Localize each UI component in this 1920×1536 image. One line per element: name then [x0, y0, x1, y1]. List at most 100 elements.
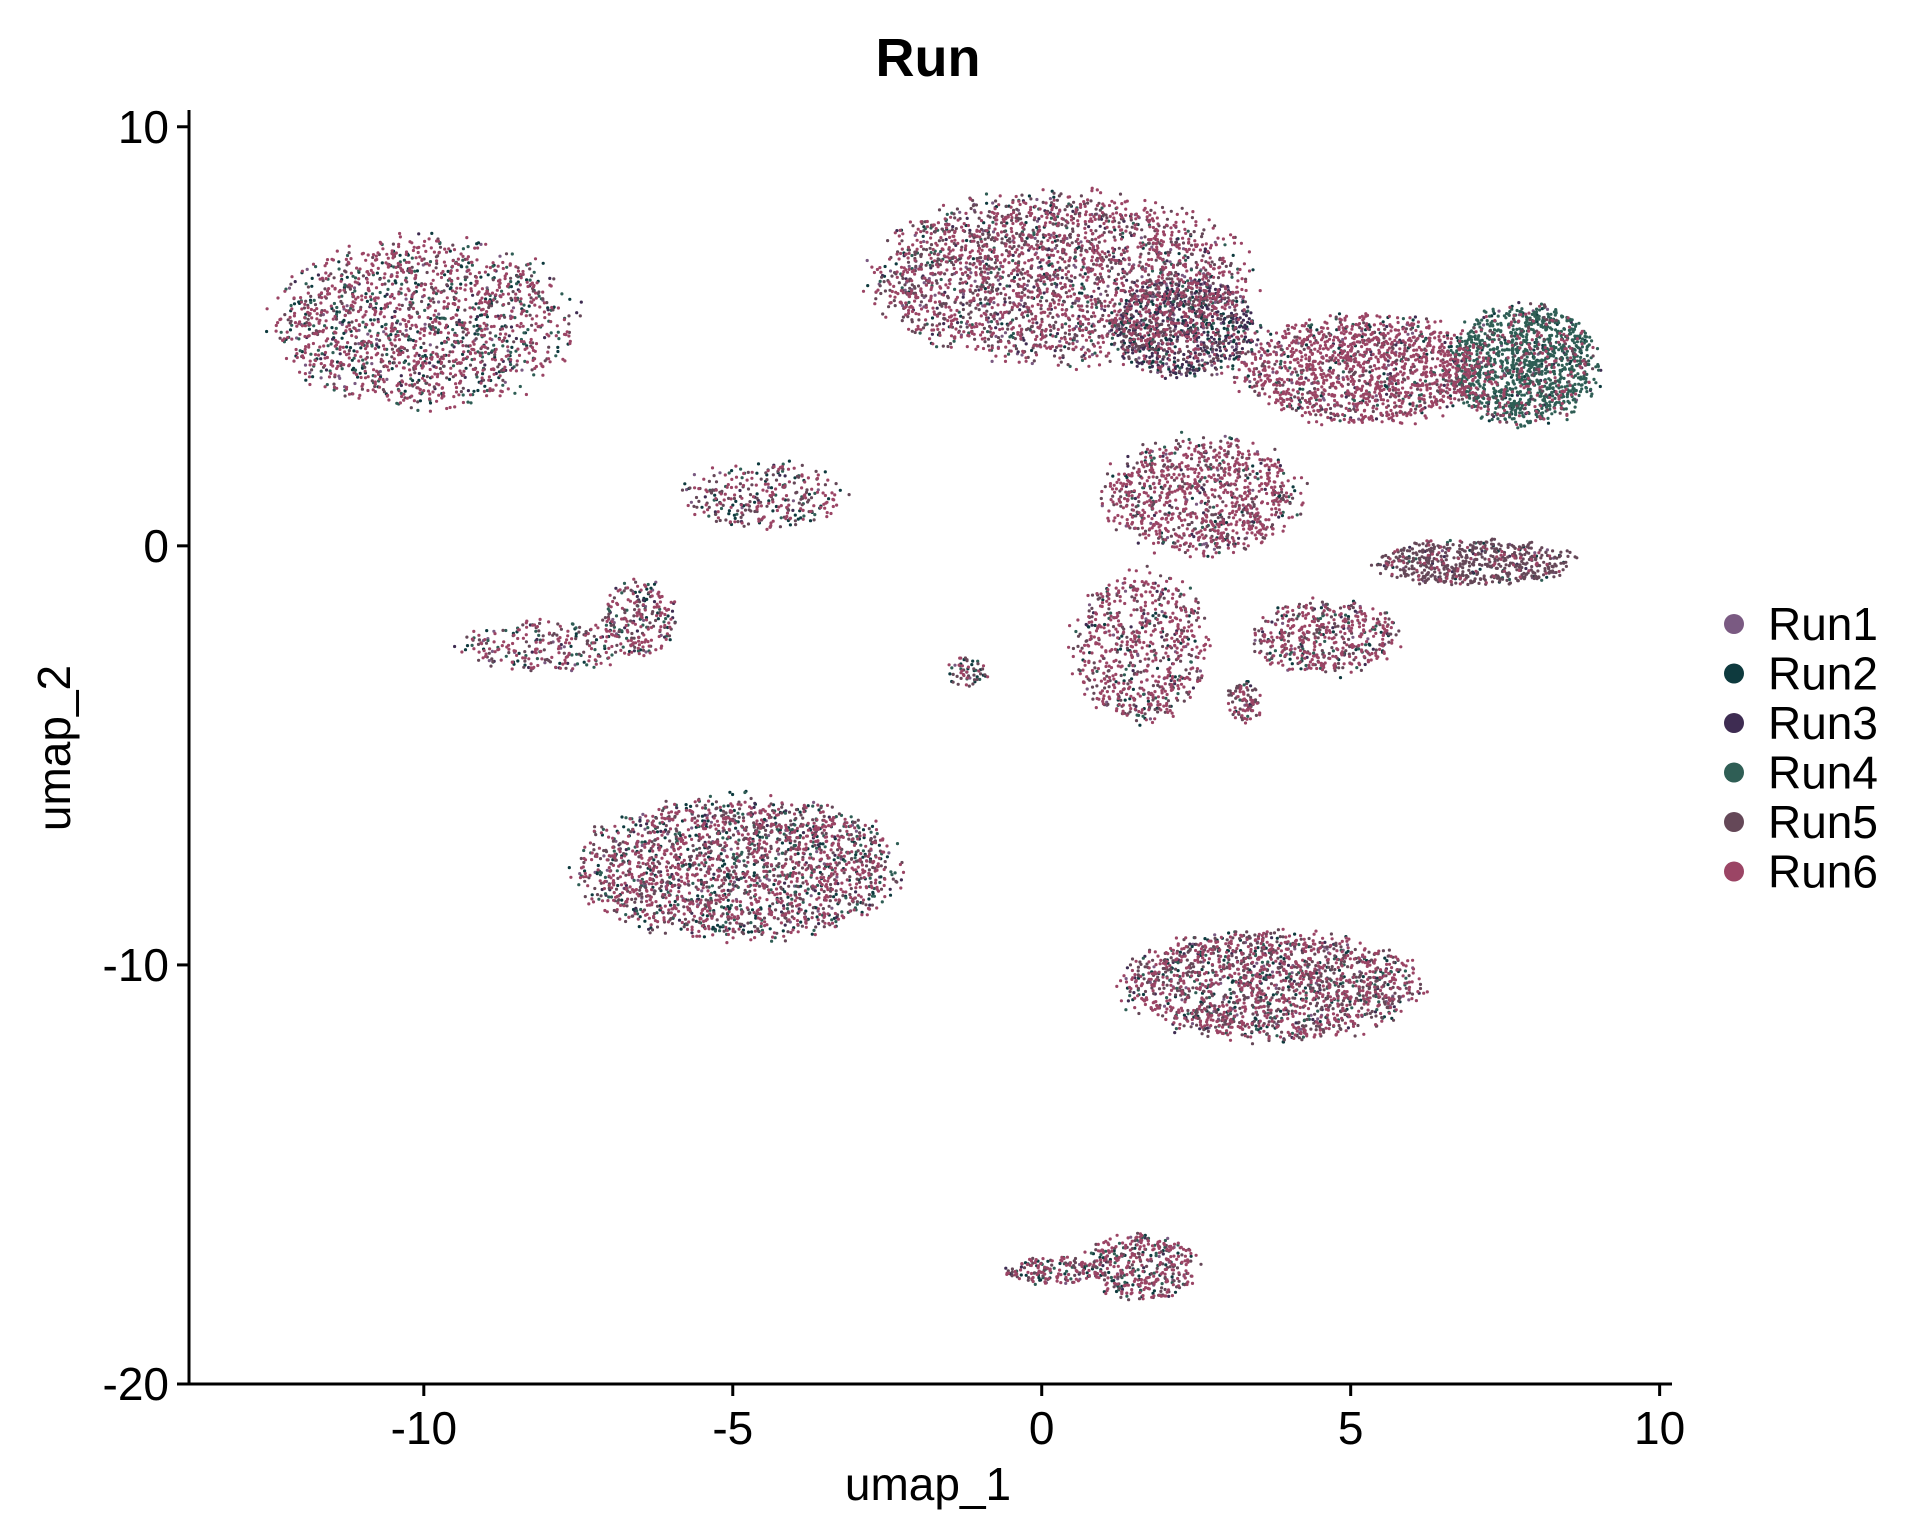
- scatter-point: [1545, 307, 1550, 311]
- scatter-point: [994, 326, 998, 330]
- scatter-point: [1506, 381, 1510, 385]
- scatter-point: [823, 470, 827, 474]
- scatter-point: [1317, 968, 1321, 972]
- scatter-point: [319, 369, 323, 373]
- scatter-point: [1189, 364, 1193, 368]
- scatter-point: [1534, 362, 1538, 366]
- scatter-point: [361, 320, 365, 324]
- scatter-point: [779, 516, 783, 520]
- scatter-point: [389, 333, 393, 337]
- scatter-point: [558, 661, 562, 666]
- scatter-point: [1177, 307, 1182, 311]
- scatter-point: [1416, 324, 1420, 329]
- scatter-point: [1282, 957, 1286, 961]
- scatter-point: [337, 267, 341, 271]
- scatter-point: [801, 831, 806, 835]
- scatter-point: [700, 889, 704, 893]
- scatter-point: [1064, 1281, 1068, 1285]
- scatter-point: [944, 237, 948, 242]
- scatter-point: [1508, 397, 1512, 401]
- scatter-point: [1363, 662, 1367, 667]
- scatter-point: [1098, 224, 1102, 228]
- scatter-point: [861, 828, 866, 832]
- scatter-point: [1093, 351, 1097, 355]
- scatter-point: [1263, 487, 1267, 491]
- scatter-point: [1525, 355, 1529, 359]
- scatter-point: [1515, 358, 1520, 362]
- scatter-point: [423, 308, 427, 312]
- scatter-point: [1189, 660, 1193, 664]
- scatter-point: [475, 242, 479, 246]
- scatter-point: [1079, 240, 1083, 244]
- scatter-point: [1253, 638, 1257, 642]
- scatter-point: [1138, 723, 1142, 727]
- scatter-point: [1140, 626, 1144, 630]
- scatter-point: [970, 663, 974, 667]
- scatter-point: [991, 220, 995, 224]
- scatter-point: [732, 513, 737, 517]
- scatter-point: [772, 882, 776, 887]
- scatter-point: [1479, 360, 1483, 364]
- scatter-point: [668, 875, 672, 879]
- scatter-point: [1064, 322, 1068, 326]
- scatter-point: [375, 271, 379, 275]
- scatter-point: [476, 388, 480, 393]
- scatter-point: [1449, 344, 1453, 349]
- scatter-point: [469, 281, 473, 285]
- scatter-point: [1413, 315, 1417, 319]
- scatter-point: [479, 275, 483, 279]
- scatter-point: [998, 317, 1002, 321]
- scatter-point: [1522, 338, 1526, 342]
- scatter-point: [1251, 520, 1255, 524]
- scatter-point: [375, 343, 379, 347]
- scatter-point: [604, 623, 609, 627]
- scatter-point: [1206, 554, 1210, 558]
- scatter-point: [1579, 383, 1583, 387]
- scatter-point: [1190, 279, 1194, 283]
- scatter-point: [1538, 359, 1542, 363]
- scatter-point: [358, 371, 362, 375]
- scatter-point: [479, 242, 483, 246]
- scatter-point: [1331, 649, 1335, 653]
- scatter-point: [595, 872, 599, 876]
- scatter-point: [1520, 393, 1524, 397]
- scatter-point: [1086, 625, 1091, 629]
- scatter-point: [1190, 944, 1194, 949]
- scatter-point: [861, 855, 865, 859]
- scatter-point: [1511, 379, 1515, 383]
- scatter-point: [1589, 387, 1593, 391]
- scatter-point: [787, 459, 792, 463]
- scatter-point: [1243, 335, 1248, 339]
- scatter-point: [1259, 353, 1263, 358]
- scatter-point: [1494, 406, 1498, 410]
- scatter-point: [1089, 339, 1093, 343]
- scatter-point: [1579, 349, 1583, 353]
- scatter-point: [603, 646, 607, 651]
- scatter-point: [1173, 451, 1177, 455]
- scatter-point: [337, 260, 341, 264]
- scatter-point: [739, 876, 744, 880]
- scatter-point: [467, 261, 471, 265]
- scatter-point: [1127, 664, 1131, 668]
- scatter-point: [767, 485, 771, 490]
- scatter-point: [1124, 524, 1128, 528]
- scatter-point: [1512, 417, 1516, 421]
- scatter-point: [662, 620, 666, 624]
- scatter-point: [1478, 567, 1482, 571]
- scatter-point: [474, 302, 478, 306]
- scatter-point: [1063, 345, 1067, 349]
- scatter-point: [411, 338, 416, 343]
- scatter-point: [1005, 284, 1009, 288]
- scatter-point: [1192, 535, 1196, 539]
- scatter-point: [289, 303, 293, 308]
- scatter-point: [1227, 1000, 1231, 1004]
- scatter-point: [1107, 1270, 1111, 1275]
- scatter-point: [1149, 521, 1153, 526]
- scatter-point: [1293, 932, 1297, 936]
- scatter-point: [1341, 370, 1345, 374]
- scatter-point: [663, 836, 667, 840]
- scatter-point: [645, 822, 649, 826]
- scatter-point: [338, 321, 342, 325]
- scatter-point: [515, 282, 519, 286]
- scatter-point: [1587, 362, 1591, 367]
